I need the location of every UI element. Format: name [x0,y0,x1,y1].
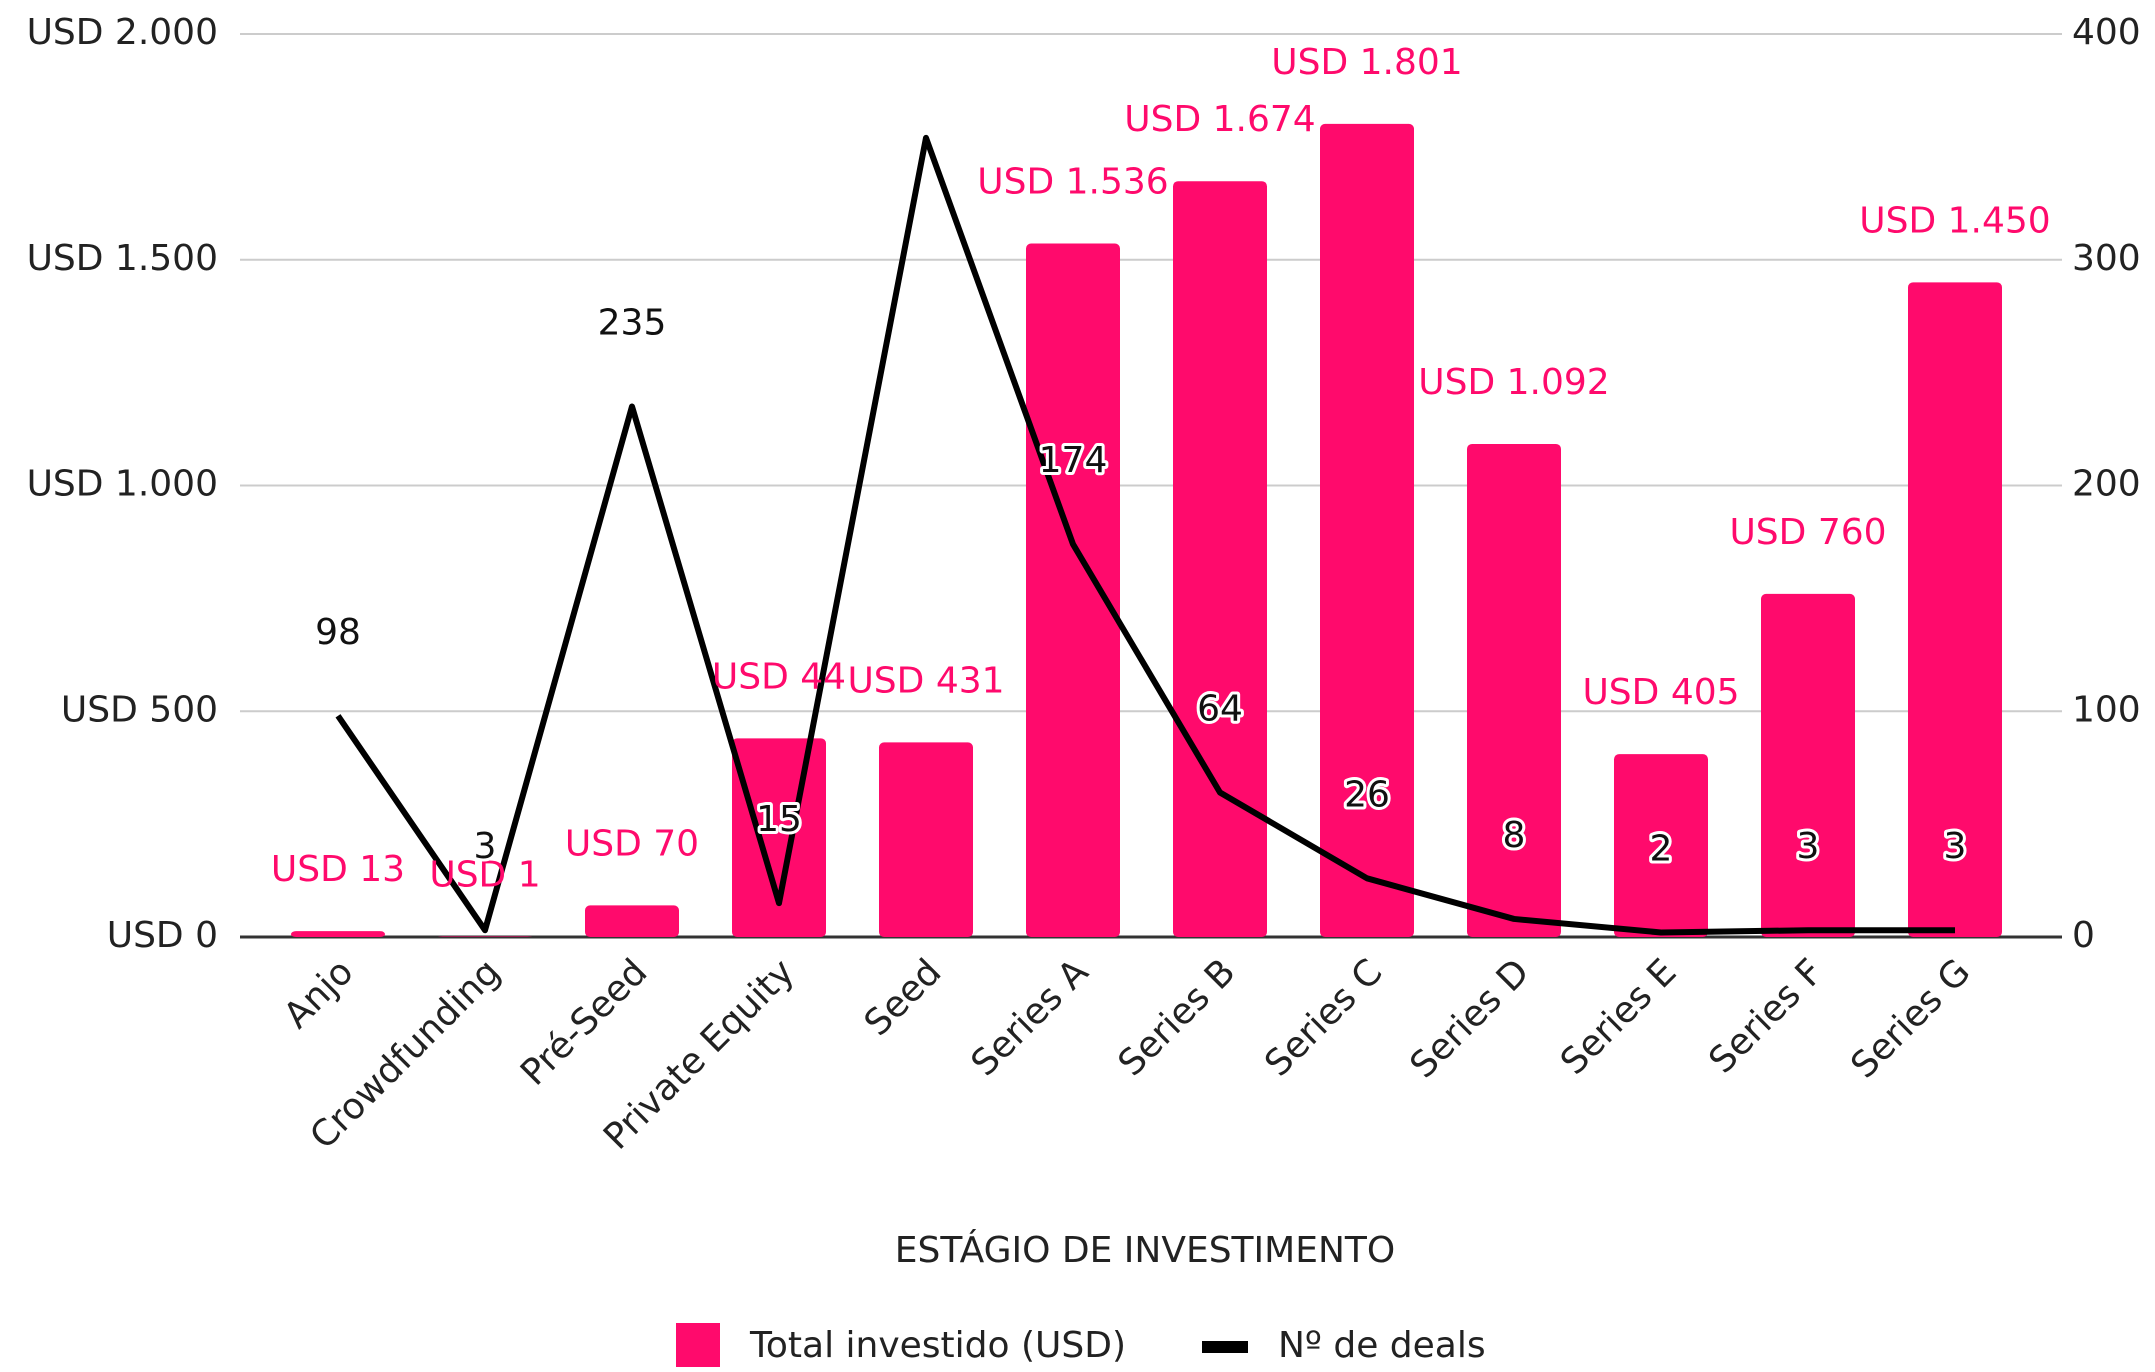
line-value-label: 3 [474,826,497,867]
bar-value-label: USD 1.536 [977,161,1168,202]
bar [879,742,973,937]
bar-value-label: USD 760 [1729,512,1886,553]
line-value-label: 15 [756,799,802,840]
line-value-label: 64 [1197,689,1243,730]
y2-tick-label: 0 [2072,915,2095,956]
x-tick-label: Pré-Seed [513,951,655,1093]
line-value-label: 98 [315,612,361,653]
bar [1614,754,1708,937]
bar-value-label: USD 1.674 [1124,99,1315,140]
x-tick-label: Seed [857,951,950,1044]
line-value-label: 174 [1039,440,1108,481]
bar-value-label: USD 44 [712,656,846,697]
y-tick-label: USD 2.000 [27,12,218,53]
line-value-label: 235 [598,302,667,343]
bar [585,905,679,937]
legend-label: Total investido (USD) [749,1325,1126,1366]
bar [1761,593,1855,937]
y2-tick-label: 300 [2072,238,2141,279]
y-tick-label: USD 1.000 [27,464,218,505]
bar-value-label: USD 405 [1582,672,1739,713]
x-tick-label: Series A [964,951,1097,1084]
line-value-label: 2 [1650,828,1673,869]
bar-value-label: USD 13 [271,849,405,890]
x-tick-label: Series F [1701,951,1831,1081]
bar-value-label: USD 431 [847,660,1004,701]
bar-value-label: USD 1.450 [1859,200,2050,241]
x-tick-label: Series G [1843,951,1978,1086]
bar [1320,123,1414,937]
bar [291,931,385,937]
bar [1026,243,1120,938]
legend-swatch [676,1323,720,1367]
bar [1173,181,1267,938]
bar-value-label: USD 1.092 [1418,362,1609,403]
line-value-label: 3 [1797,826,1820,867]
y-tick-label: USD 0 [107,915,218,956]
y-tick-label: USD 1.500 [27,238,218,279]
line-value-label: 26 [1344,774,1390,815]
x-tick-label: Series E [1553,951,1684,1082]
x-tick-label: Series B [1111,951,1244,1084]
line [335,134,1955,936]
line-value-label: 8 [1503,815,1526,856]
x-tick-label: Series C [1257,951,1390,1084]
bar-value-label: USD 1 [429,855,540,896]
legend-swatch [1202,1341,1248,1353]
x-tick-label: Anjo [276,951,361,1036]
y2-tick-label: 100 [2072,689,2141,730]
y2-tick-label: 200 [2072,464,2141,505]
bar-value-label: USD 70 [565,823,699,864]
bar [1467,443,1561,937]
x-tick-label: Series D [1402,951,1537,1086]
legend-label: Nº de deals [1278,1325,1486,1366]
y2-tick-label: 400 [2072,12,2141,53]
x-axis-title: ESTÁGIO DE INVESTIMENTO [895,1229,1395,1271]
bar [1908,282,2002,937]
line-value-label: 3 [1944,826,1967,867]
bar-value-label: USD 1.801 [1271,42,1462,83]
y-tick-label: USD 500 [61,689,218,730]
